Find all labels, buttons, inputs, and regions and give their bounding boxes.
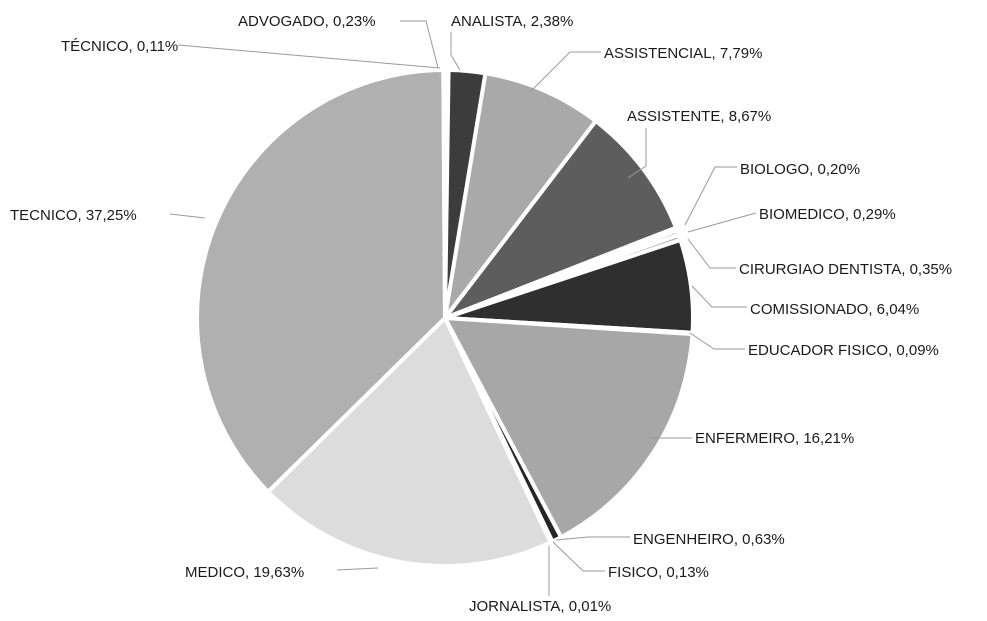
- data-label-tecnico: TECNICO, 37,25%: [10, 207, 137, 224]
- leader-line: [692, 286, 747, 307]
- data-label-assistente: ASSISTENTE, 8,67%: [627, 108, 771, 125]
- data-label-biomedico: BIOMEDICO, 0,29%: [759, 206, 896, 223]
- leader-line: [688, 239, 736, 268]
- leader-line: [178, 45, 440, 68]
- data-label-educador-fisico: EDUCADOR FISICO, 0,09%: [748, 342, 939, 359]
- leader-line: [337, 568, 378, 570]
- leader-line: [688, 213, 756, 232]
- leader-line: [451, 32, 460, 70]
- data-label-biologo: BIOLOGO, 0,20%: [740, 161, 860, 178]
- leader-line: [530, 52, 601, 92]
- leader-line: [690, 333, 745, 349]
- data-label-fisico: FISICO, 0,13%: [608, 564, 709, 581]
- data-label-cirurgiao-dentista: CIRURGIAO DENTISTA, 0,35%: [739, 261, 952, 278]
- data-label-jornalista: JORNALISTA, 0,01%: [469, 598, 611, 615]
- data-label-t-cnico: TÉCNICO, 0,11%: [61, 38, 178, 55]
- data-label-comissionado: COMISSIONADO, 6,04%: [750, 301, 919, 318]
- leader-line: [400, 21, 438, 68]
- data-label-medico: MEDICO, 19,63%: [185, 564, 304, 581]
- data-label-analista: ANALISTA, 2,38%: [451, 13, 573, 30]
- leader-line: [170, 214, 205, 218]
- data-label-advogado: ADVOGADO, 0,23%: [238, 13, 376, 30]
- pie-slices: [197, 70, 693, 566]
- leader-line: [553, 542, 605, 571]
- data-label-assistencial: ASSISTENCIAL, 7,79%: [604, 45, 762, 62]
- data-label-enfermeiro: ENFERMEIRO, 16,21%: [695, 430, 854, 447]
- leader-line: [685, 167, 737, 225]
- pie-slice-t-cnico: [443, 70, 445, 318]
- leader-line: [556, 537, 630, 540]
- data-label-engenheiro: ENGENHEIRO, 0,63%: [633, 531, 785, 548]
